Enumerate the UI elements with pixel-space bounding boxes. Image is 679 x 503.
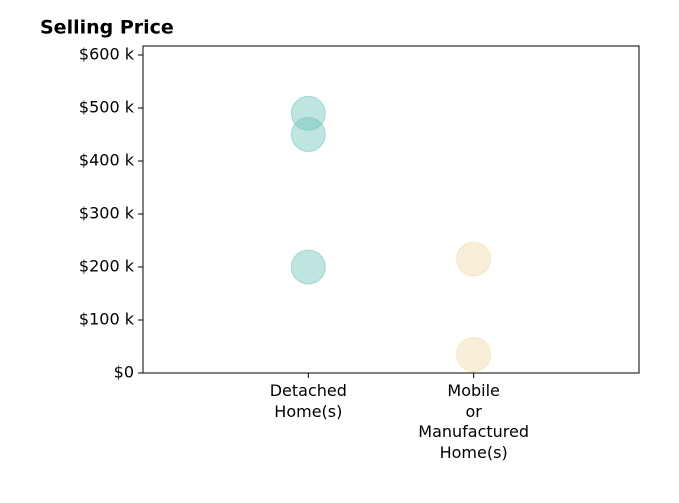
point: [290, 249, 326, 285]
y-tick-label: $0: [114, 363, 134, 382]
x-tick-label: Mobile or Manufactured Home(s): [418, 381, 530, 462]
y-tick-label: $200 k: [79, 257, 135, 276]
point: [456, 336, 492, 372]
y-tick-label: $400 k: [79, 151, 135, 170]
x-tick-label: Detached Home(s): [269, 381, 347, 421]
plot-frame: [142, 45, 640, 374]
point: [290, 95, 326, 131]
y-tick-label: $100 k: [79, 310, 135, 329]
point: [456, 241, 492, 277]
y-tick-label: $600 k: [79, 45, 135, 64]
y-tick-label: $500 k: [79, 98, 135, 117]
y-tick-label: $300 k: [79, 204, 135, 223]
chart-title: Selling Price: [40, 17, 174, 39]
point: [290, 117, 326, 153]
